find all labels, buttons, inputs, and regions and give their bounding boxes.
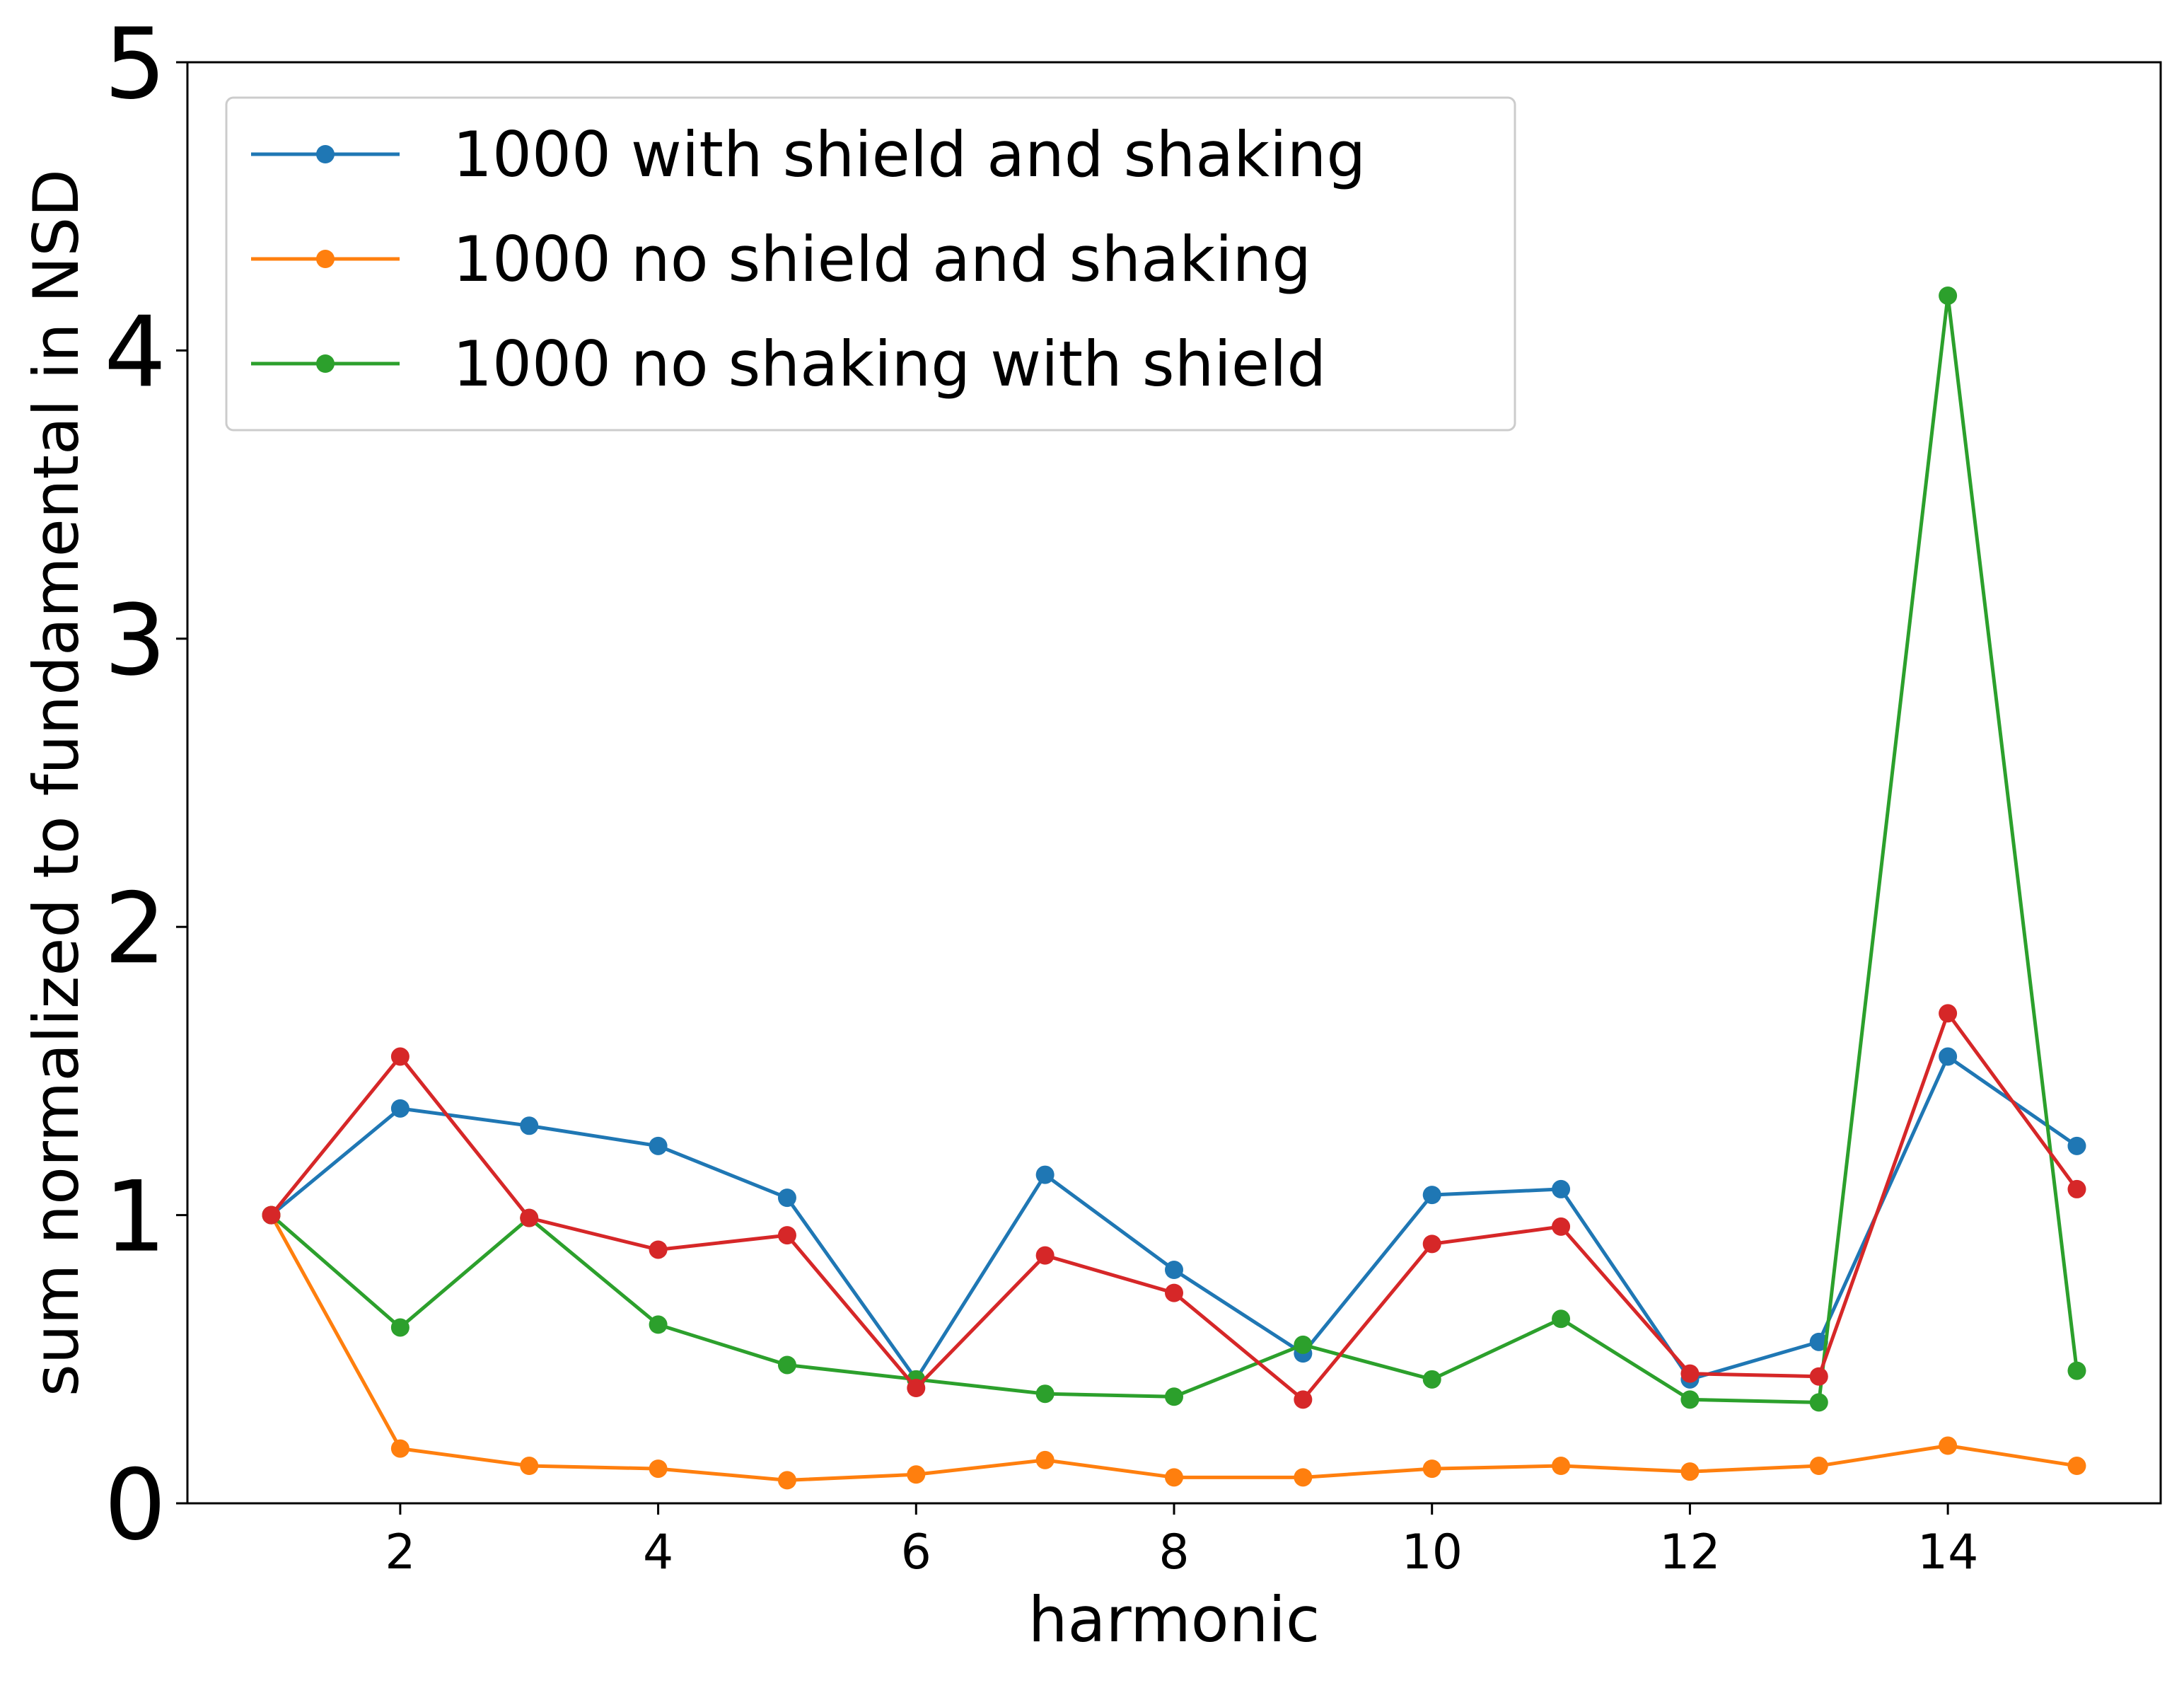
- legend-label: 1000 no shield and shaking: [453, 223, 1311, 296]
- x-tick-label: 10: [1401, 1525, 1463, 1580]
- series-0-point: [1422, 1186, 1441, 1205]
- series-2-point: [1294, 1335, 1313, 1354]
- series-3-point: [649, 1240, 668, 1259]
- series-2-point: [777, 1355, 796, 1375]
- x-tick-label: 12: [1659, 1525, 1721, 1580]
- series-3-point: [1165, 1283, 1183, 1302]
- series-0-point: [649, 1136, 668, 1155]
- series-2-point: [1680, 1390, 1700, 1409]
- legend-entry: 1000 with shield and shaking: [251, 118, 1366, 191]
- series-3-point: [1294, 1390, 1313, 1409]
- series-3-point: [1939, 1004, 1958, 1023]
- series-0-point: [1809, 1332, 1828, 1351]
- series-2-point: [1939, 286, 1958, 305]
- series-0-point: [1552, 1179, 1571, 1198]
- series-3-point: [390, 1047, 410, 1066]
- series-0-point: [520, 1116, 539, 1135]
- series-2-point: [1422, 1370, 1441, 1389]
- series-0-point: [1939, 1047, 1958, 1066]
- series-1-point: [1809, 1457, 1828, 1476]
- series-2-point: [390, 1318, 410, 1337]
- series-3-point: [777, 1226, 796, 1245]
- legend-entry: 1000 no shaking with shield: [251, 328, 1326, 400]
- series-0-point: [2067, 1136, 2086, 1155]
- series-0-point: [1165, 1261, 1183, 1280]
- series-3-point: [1422, 1234, 1441, 1254]
- legend-label: 1000 with shield and shaking: [453, 118, 1366, 191]
- series-3-point: [2067, 1179, 2086, 1198]
- series-2-point: [1552, 1309, 1571, 1329]
- series-1-point: [1939, 1436, 1958, 1455]
- y-tick-label: 2: [104, 872, 166, 985]
- series-1-point: [1422, 1459, 1441, 1479]
- series-1-point: [1165, 1468, 1183, 1487]
- legend-marker: [316, 354, 335, 373]
- series-0-point: [390, 1099, 410, 1118]
- y-axis-label: sum normalized to fundamental in NSD: [20, 169, 93, 1396]
- series-0-point: [1035, 1165, 1055, 1184]
- series-1-point: [907, 1465, 926, 1484]
- series-1-point: [1552, 1457, 1571, 1476]
- y-tick-label: 4: [104, 295, 166, 409]
- legend-label: 1000 no shaking with shield: [453, 328, 1326, 400]
- legend-marker: [316, 250, 335, 268]
- series-2-point: [1809, 1393, 1828, 1412]
- series-1-point: [2067, 1457, 2086, 1476]
- series-1-point: [390, 1439, 410, 1458]
- series-3-point: [262, 1205, 281, 1225]
- y-tick-label: 5: [104, 7, 166, 121]
- series-3: [262, 1004, 2086, 1409]
- series-3-point: [1552, 1217, 1571, 1236]
- series-3-point: [520, 1208, 539, 1227]
- plot-marks: [262, 286, 2086, 1490]
- series-1-point: [1680, 1462, 1700, 1481]
- y-tick-label: 1: [104, 1160, 166, 1274]
- x-tick-label: 8: [1158, 1525, 1189, 1580]
- series-3-point: [1680, 1364, 1700, 1383]
- series-3-point: [1035, 1246, 1055, 1265]
- x-tick-label: 4: [643, 1525, 673, 1580]
- y-tick-label: 0: [104, 1448, 166, 1562]
- series-1-point: [649, 1459, 668, 1479]
- series-1-point: [520, 1457, 539, 1476]
- series-1-point: [1035, 1450, 1055, 1469]
- x-tick-label: 6: [901, 1525, 931, 1580]
- y-tick-label: 3: [104, 584, 166, 698]
- series-3-point: [907, 1379, 926, 1398]
- x-axis-label: harmonic: [1028, 1583, 1320, 1656]
- series-1-point: [1294, 1468, 1313, 1487]
- x-axis: 2 4 6 8 10 12 14: [385, 1503, 1978, 1580]
- legend-box: [225, 96, 1516, 432]
- x-tick-label: 14: [1917, 1525, 1979, 1580]
- series-2-point: [1165, 1387, 1183, 1406]
- series-1-point: [777, 1471, 796, 1490]
- series-0-point: [777, 1188, 796, 1208]
- legend-marker: [316, 145, 335, 163]
- legend: 1000 with shield and shaking 1000 no shie…: [225, 96, 1516, 432]
- y-axis: 0 1 2 3 4 5: [104, 7, 187, 1562]
- series-2-point: [1035, 1384, 1055, 1404]
- legend-entry: 1000 no shield and shaking: [251, 223, 1311, 296]
- series-2-point: [649, 1315, 668, 1334]
- x-tick-label: 2: [385, 1525, 415, 1580]
- series-3-point: [1809, 1367, 1828, 1386]
- series-2-point: [2067, 1361, 2086, 1380]
